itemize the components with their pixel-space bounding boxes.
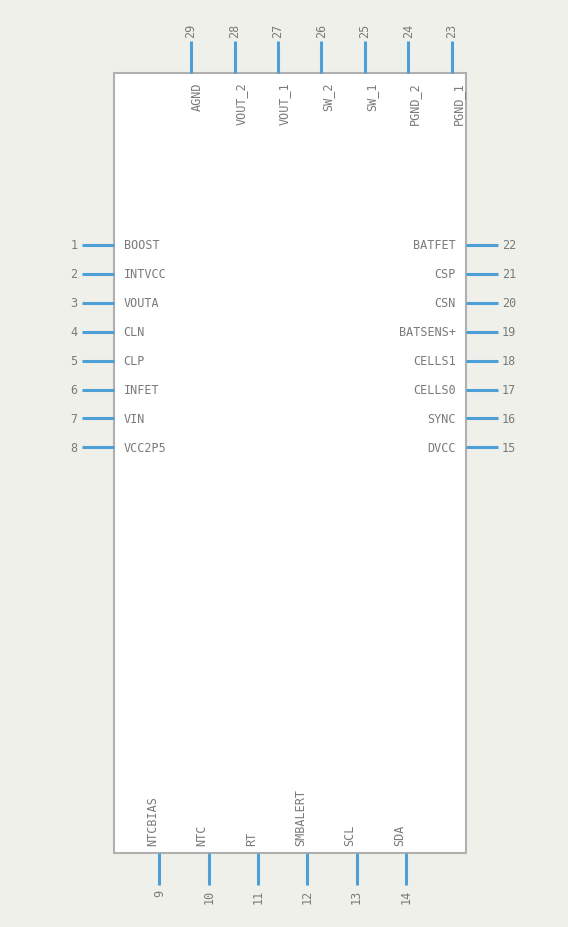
Text: CELLS0: CELLS0 xyxy=(413,384,456,397)
Text: 8: 8 xyxy=(70,441,78,454)
Text: BOOST: BOOST xyxy=(124,239,159,252)
Text: SW_2: SW_2 xyxy=(321,83,335,110)
Text: 23: 23 xyxy=(445,24,458,38)
Text: SMBALERT: SMBALERT xyxy=(294,788,307,844)
Text: INTVCC: INTVCC xyxy=(124,268,166,281)
Text: 14: 14 xyxy=(399,889,412,903)
Text: 17: 17 xyxy=(502,384,516,397)
Text: 5: 5 xyxy=(70,355,78,368)
Text: SYNC: SYNC xyxy=(427,413,456,425)
Text: 29: 29 xyxy=(185,24,198,38)
Text: CLP: CLP xyxy=(124,355,145,368)
Text: INFET: INFET xyxy=(124,384,159,397)
Text: 19: 19 xyxy=(502,325,516,338)
Text: 2: 2 xyxy=(70,268,78,281)
Text: 4: 4 xyxy=(70,325,78,338)
Text: PGND_1: PGND_1 xyxy=(452,83,465,125)
Text: 7: 7 xyxy=(70,413,78,425)
Text: 21: 21 xyxy=(502,268,516,281)
Text: VOUTA: VOUTA xyxy=(124,297,159,310)
Text: 13: 13 xyxy=(350,889,363,903)
Text: BATFET: BATFET xyxy=(413,239,456,252)
Text: DVCC: DVCC xyxy=(427,441,456,454)
Text: 15: 15 xyxy=(502,441,516,454)
Text: PGND_2: PGND_2 xyxy=(408,83,421,125)
Text: AGND: AGND xyxy=(191,83,204,110)
Text: CLN: CLN xyxy=(124,325,145,338)
Text: NTCBIAS: NTCBIAS xyxy=(147,795,160,844)
Text: 25: 25 xyxy=(358,24,371,38)
Text: CSN: CSN xyxy=(435,297,456,310)
Text: 18: 18 xyxy=(502,355,516,368)
Text: CSP: CSP xyxy=(435,268,456,281)
Text: 24: 24 xyxy=(402,24,415,38)
Text: 22: 22 xyxy=(502,239,516,252)
Text: 11: 11 xyxy=(252,889,265,903)
Text: VCC2P5: VCC2P5 xyxy=(124,441,166,454)
Text: VOUT_2: VOUT_2 xyxy=(235,83,248,125)
Text: BATSENS+: BATSENS+ xyxy=(399,325,456,338)
Text: SDA: SDA xyxy=(393,823,406,844)
Text: 26: 26 xyxy=(315,24,328,38)
Bar xyxy=(114,74,466,853)
Text: 20: 20 xyxy=(502,297,516,310)
Text: VOUT_1: VOUT_1 xyxy=(278,83,291,125)
Text: RT: RT xyxy=(245,831,258,844)
Text: CELLS1: CELLS1 xyxy=(413,355,456,368)
Text: NTC: NTC xyxy=(196,823,208,844)
Text: 28: 28 xyxy=(228,24,241,38)
Text: SW_1: SW_1 xyxy=(365,83,378,110)
Text: 9: 9 xyxy=(153,889,166,895)
Text: 10: 10 xyxy=(202,889,215,903)
Text: 12: 12 xyxy=(301,889,314,903)
Text: SCL: SCL xyxy=(344,823,357,844)
Text: 1: 1 xyxy=(70,239,78,252)
Text: 6: 6 xyxy=(70,384,78,397)
Text: 27: 27 xyxy=(272,24,285,38)
Text: 16: 16 xyxy=(502,413,516,425)
Text: VIN: VIN xyxy=(124,413,145,425)
Text: 3: 3 xyxy=(70,297,78,310)
